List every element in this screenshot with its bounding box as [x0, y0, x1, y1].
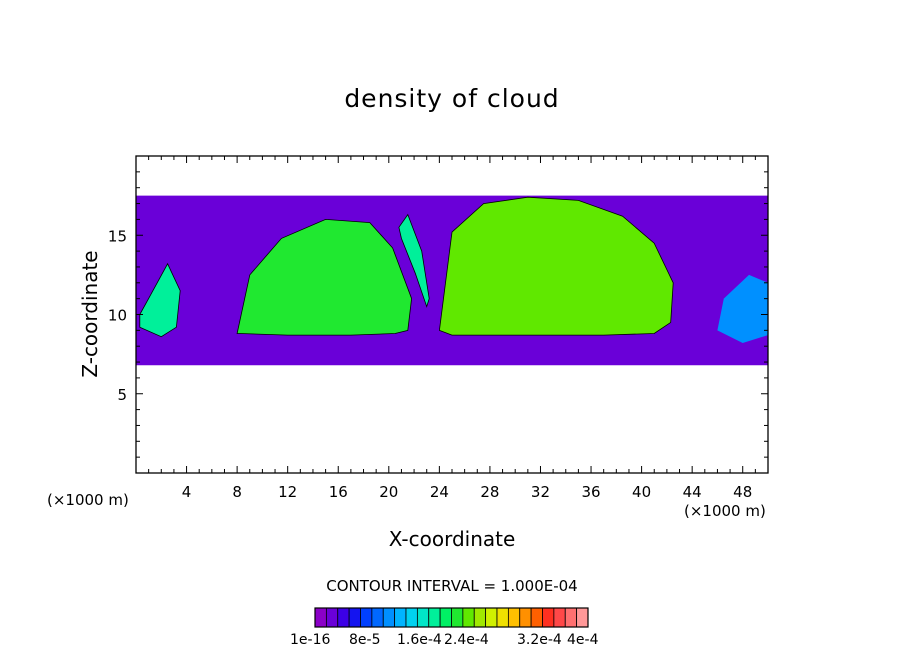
- colorbar-swatch: [428, 607, 441, 628]
- colorbar-swatch: [462, 607, 475, 628]
- y-tick-label: 5: [117, 386, 127, 404]
- colorbar-label: 1e-16: [290, 632, 331, 648]
- x-tick-label: 12: [278, 483, 297, 501]
- x-tick-label: 32: [531, 483, 550, 501]
- y-tick-label: 10: [108, 307, 127, 325]
- colorbar-swatch: [439, 607, 452, 628]
- contour-region-left-cloud-cell: [236, 218, 413, 336]
- colorbar-swatch: [519, 607, 532, 628]
- x-axis-unit-left: (×1000 m): [47, 491, 129, 509]
- contour-region-right-edge-cell: [717, 274, 768, 343]
- x-tick-label: 44: [683, 483, 702, 501]
- contour-region-left-edge-cell: [139, 262, 181, 338]
- chart-title: density of cloud: [344, 84, 560, 113]
- colorbar-swatch: [314, 607, 327, 628]
- x-tick-label: 40: [632, 483, 651, 501]
- colorbar-swatch: [564, 607, 578, 628]
- colorbar: [314, 607, 589, 628]
- x-axis-unit-right: (×1000 m): [684, 502, 766, 520]
- colorbar-swatch: [553, 607, 566, 628]
- x-tick-label: 4: [182, 483, 192, 501]
- colorbar-swatch: [416, 607, 430, 628]
- colorbar-swatch: [485, 607, 498, 628]
- colorbar-label: 4e-4: [567, 632, 599, 648]
- x-tick-label: 48: [733, 483, 752, 501]
- colorbar-swatch: [451, 607, 464, 628]
- x-tick-label: 20: [379, 483, 398, 501]
- colorbar-swatch: [371, 607, 384, 628]
- colorbar-swatch: [507, 607, 521, 628]
- colorbar-label: 2.4e-4: [444, 632, 489, 648]
- colorbar-label: 3.2e-4: [517, 632, 562, 648]
- colorbar-swatch: [337, 607, 350, 628]
- colorbar-swatch: [405, 607, 418, 628]
- x-tick-label: 24: [430, 483, 449, 501]
- x-tick-label: 8: [232, 483, 242, 501]
- colorbar-swatch: [394, 607, 407, 628]
- contour-interval-text: CONTOUR INTERVAL = 1.000E-04: [326, 577, 578, 595]
- colorbar-swatch: [530, 607, 543, 628]
- colorbar-swatch: [325, 607, 339, 628]
- colorbar-swatch: [576, 607, 589, 628]
- colorbar-label: 1.6e-4: [397, 632, 442, 648]
- x-tick-label: 16: [329, 483, 348, 501]
- colorbar-frame: [314, 607, 589, 628]
- y-tick-label: 15: [108, 227, 127, 245]
- colorbar-label: 8e-5: [349, 632, 381, 648]
- contour-fills: [136, 195, 768, 366]
- colorbar-swatch: [382, 607, 396, 628]
- colorbar-swatch: [542, 607, 555, 628]
- colorbar-swatch: [473, 607, 487, 628]
- colorbar-swatch: [496, 607, 509, 628]
- contour-region-right-cloud-cell: [438, 196, 674, 336]
- x-tick-label: 28: [480, 483, 499, 501]
- plot-axes: [135, 155, 769, 474]
- y-axis-label: Z-coordinate: [78, 250, 102, 378]
- x-axis-label: X-coordinate: [388, 527, 516, 551]
- colorbar-swatch: [360, 607, 373, 628]
- colorbar-swatch: [348, 607, 361, 628]
- x-tick-label: 36: [581, 483, 600, 501]
- contour-region-narrow-cloud-column: [398, 213, 430, 308]
